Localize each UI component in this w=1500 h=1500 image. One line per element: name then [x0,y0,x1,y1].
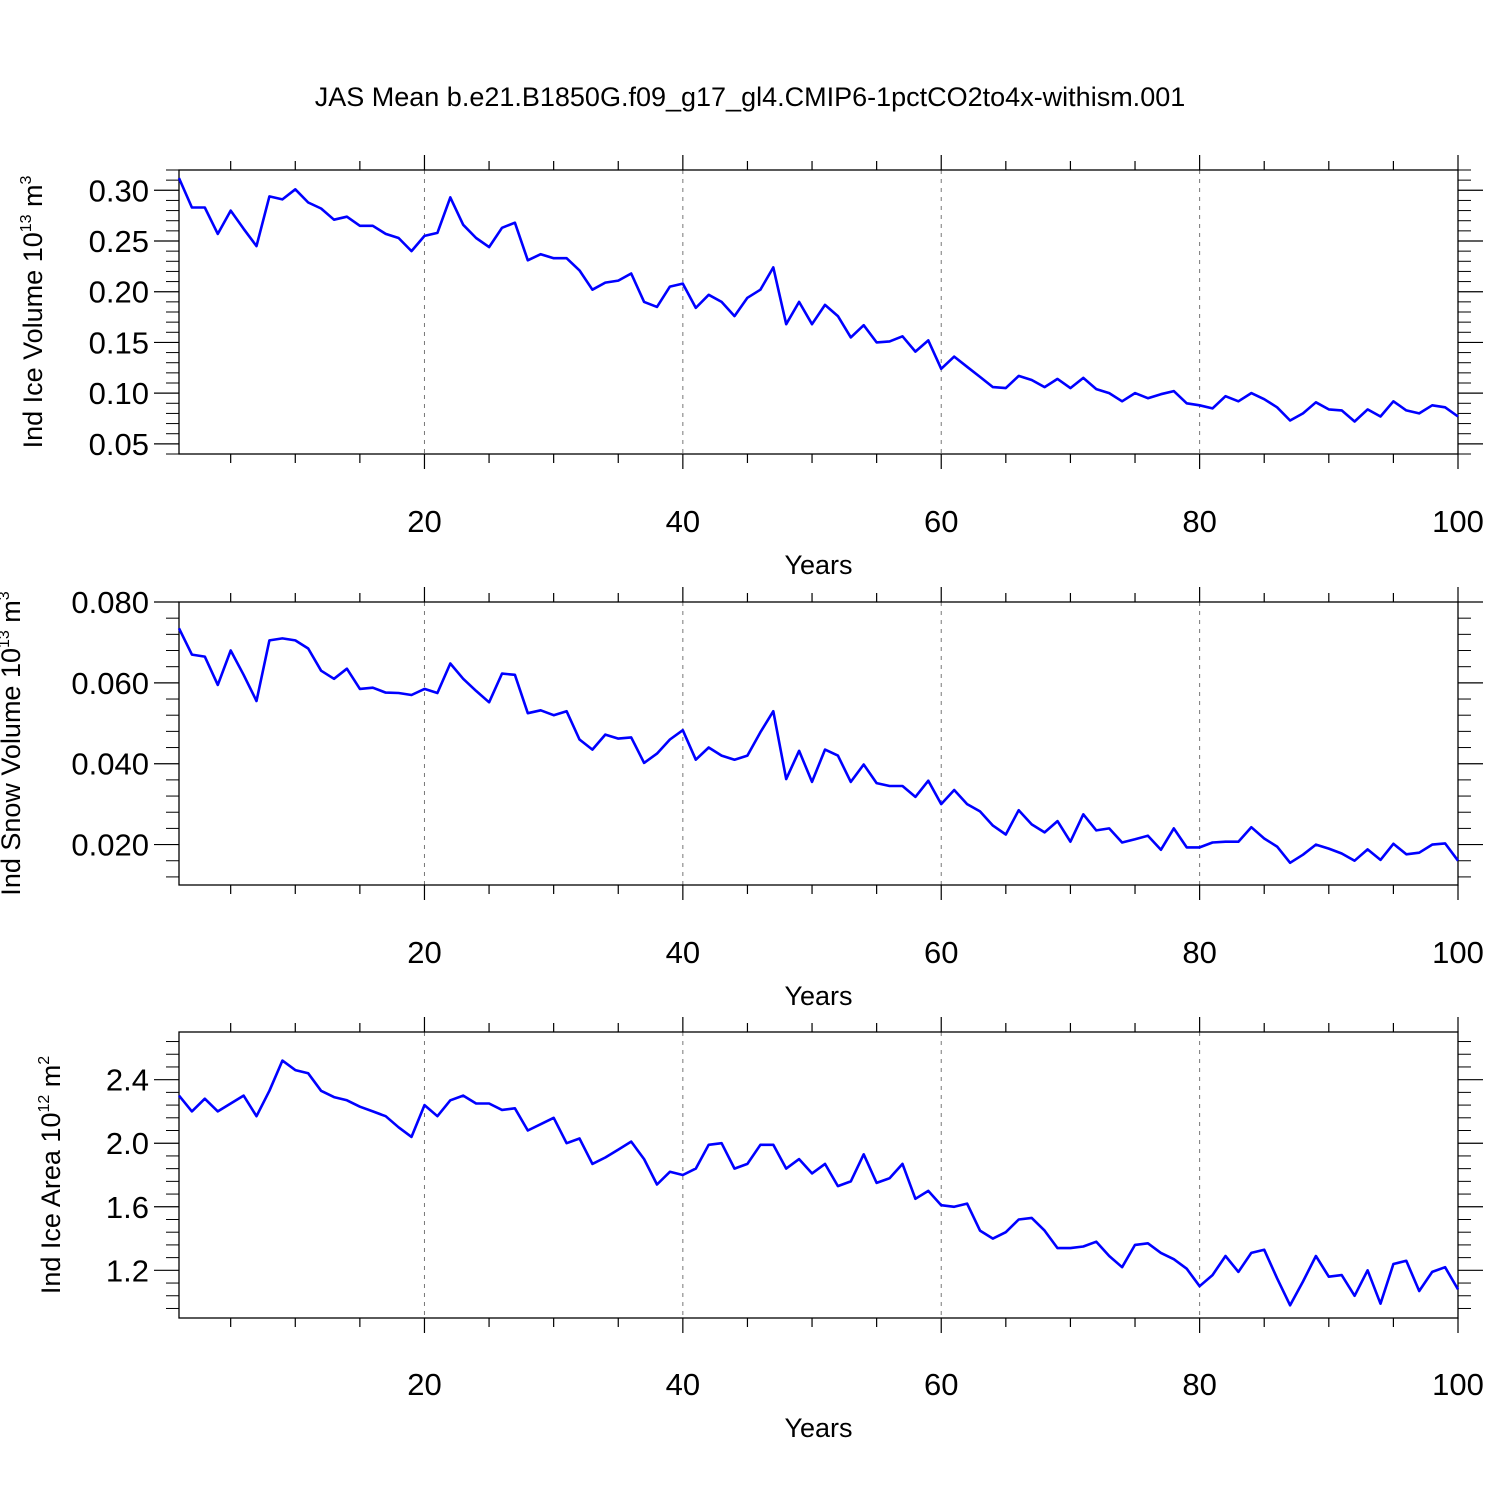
y-tick-label: 0.040 [71,747,149,782]
x-tick-label: 40 [666,504,700,539]
y-tick-label: 2.0 [106,1126,149,1161]
y-axis-title: Ind Ice Area 1012 m2 [36,1056,66,1294]
x-tick-label: 100 [1432,504,1484,539]
y-tick-label: 0.080 [71,585,149,620]
y-tick-label: 0.10 [89,376,149,411]
plot-frame [178,169,1459,455]
x-tick-label: 40 [666,935,700,970]
series-line [177,1059,1460,1307]
y-tick-label: 2.4 [106,1063,149,1098]
series-line [177,627,1460,865]
plot-frame [178,1031,1459,1319]
y-tick-label: 0.020 [71,828,149,863]
y-tick-label: 0.060 [71,666,149,701]
y-tick-label: 0.30 [89,173,149,208]
y-tick-label: 1.6 [106,1190,149,1225]
y-tick-label: 0.25 [89,224,149,259]
y-tick-label: 0.05 [89,427,149,462]
panel-ice-volume: 0.05 0.10 0.15 0.20 0.25 0.30 20 40 60 80 100 Years… [18,155,1484,580]
y-tick-label: 1.2 [106,1253,149,1288]
plot-frame [178,601,1459,886]
x-tick-label: 60 [924,935,958,970]
x-axis-title: Years [784,1413,852,1443]
y-tick-label: 0.20 [89,275,149,310]
y-axis-title: Ind Ice Volume 1013 m3 [18,175,48,448]
x-tick-label: 100 [1432,1367,1484,1402]
x-tick-label: 40 [666,1367,700,1402]
x-tick-label: 20 [407,1367,441,1402]
x-tick-label: 100 [1432,935,1484,970]
series-line [177,177,1459,423]
x-axis-title: Years [784,550,852,580]
x-tick-label: 80 [1182,935,1216,970]
x-tick-label: 20 [407,504,441,539]
y-axis-title: Ind Snow Volume 1013 m3 [0,591,26,895]
x-tick-label: 60 [924,1367,958,1402]
x-tick-label: 80 [1182,1367,1216,1402]
x-tick-label: 80 [1182,504,1216,539]
chart-title: JAS Mean b.e21.B1850G.f09_g17_gl4.CMIP6-… [314,82,1186,112]
panel-ice-area: 1.2 1.6 2.0 2.4 20 40 60 80 100 Years Ind Ice Area… [36,1017,1484,1443]
x-tick-label: 60 [924,504,958,539]
y-tick-label: 0.15 [89,325,149,360]
panel-snow-volume: 0.020 0.040 0.060 0.080 20 40 60 80 100 Years Ind … [0,585,1484,1011]
x-tick-label: 20 [407,935,441,970]
x-axis-title: Years [784,981,852,1011]
